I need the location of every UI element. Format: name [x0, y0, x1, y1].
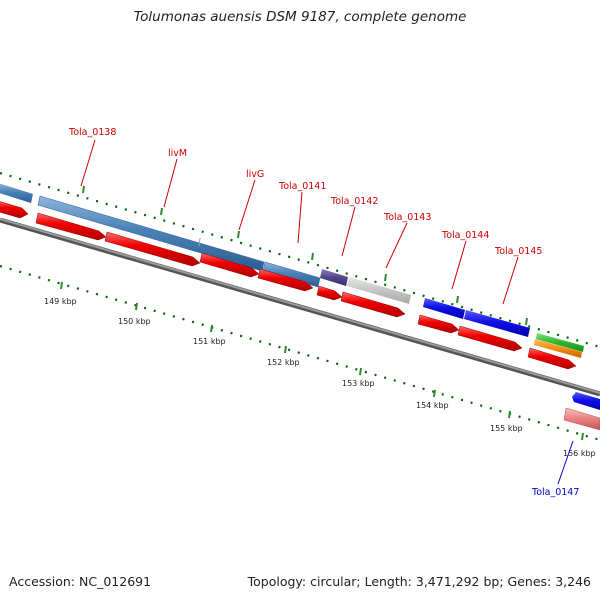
cds-pink-tola-0147	[563, 407, 600, 431]
accession-footer: Accession: NC_012691	[9, 574, 152, 589]
cds-arrow-5	[316, 285, 343, 301]
cds-arrow-1	[35, 212, 107, 241]
gene-label-tola-0143: Tola_0143	[383, 212, 431, 223]
genome-stats-footer: Topology: circular; Length: 3,471,292 bp…	[247, 574, 591, 589]
cds-arrow-6	[340, 291, 406, 318]
kbp-label-153: 153 kbp	[342, 379, 375, 388]
kbp-label-149: 149 kbp	[44, 297, 77, 306]
feature-tola-0144	[423, 298, 465, 319]
gene-label-tola-0145: Tola_0145	[494, 246, 542, 257]
feature-orange	[534, 339, 582, 358]
cds-arrow-7	[417, 314, 460, 334]
gene-label-tola-0142: Tola_0142	[330, 196, 378, 207]
gene-label-livm: livM	[168, 148, 187, 159]
cds-arrow-4	[257, 268, 314, 292]
cds-arrow-9	[527, 347, 577, 370]
kbp-labels: 149 kbp 150 kbp 151 kbp 152 kbp 153 kbp …	[44, 297, 596, 458]
inner-tick-ring	[0, 264, 600, 442]
feature-tola-0142	[320, 269, 348, 286]
outer-tick-ring	[0, 171, 600, 349]
label-leader-lines	[80, 139, 574, 485]
cds-track	[0, 201, 600, 431]
page-title: Tolumonas auensis DSM 9187, complete gen…	[133, 9, 467, 25]
cds-arrow-0	[0, 201, 29, 219]
gene-label-tola-0138: Tola_0138	[68, 127, 116, 138]
feature-left-partial	[0, 183, 33, 203]
feature-right-blue-arrow	[572, 392, 600, 410]
kbp-label-154: 154 kbp	[416, 401, 449, 410]
gene-label-livg: livG	[246, 169, 264, 180]
gene-label-tola-0144: Tola_0144	[441, 230, 489, 241]
feature-tola-0138	[37, 195, 265, 272]
kbp-label-151: 151 kbp	[193, 337, 226, 346]
gene-label-tola-0147: Tola_0147	[531, 487, 579, 498]
kbp-label-155: 155 kbp	[490, 424, 523, 433]
feature-tola-0143	[347, 277, 411, 304]
cds-arrow-3	[199, 252, 260, 278]
kbp-label-156: 156 kbp	[563, 449, 596, 458]
feature-green	[536, 333, 584, 352]
feature-tola-0145	[464, 310, 530, 337]
gene-labels: Tola_0138 livM livG Tola_0141 Tola_0142 …	[68, 127, 579, 498]
kbp-label-150: 150 kbp	[118, 317, 151, 326]
kbp-label-152: 152 kbp	[267, 358, 300, 367]
feature-track	[0, 183, 600, 410]
genome-backbone	[0, 217, 600, 397]
cds-arrow-8	[457, 325, 523, 352]
gene-label-tola-0141: Tola_0141	[278, 181, 326, 192]
feature-tola-0141	[262, 261, 321, 288]
cds-arrow-2	[104, 231, 201, 267]
